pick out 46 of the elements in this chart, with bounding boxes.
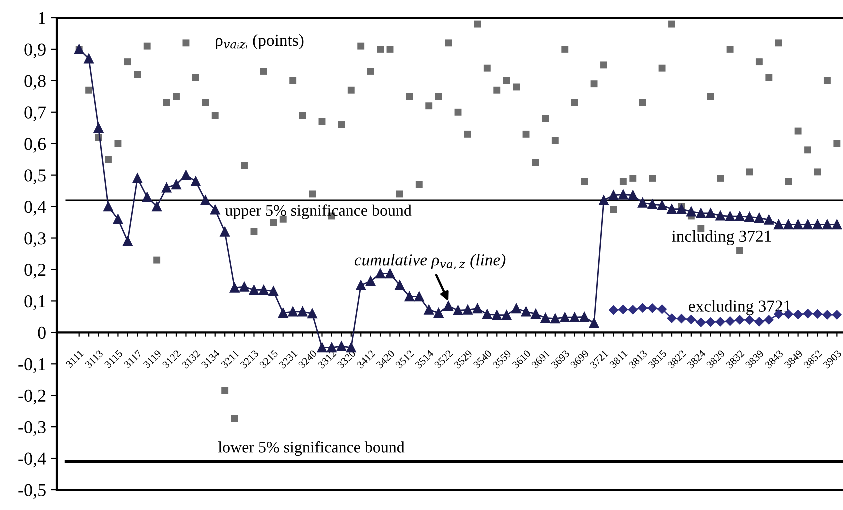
series-label: including 3721 xyxy=(672,230,772,246)
y-tick-label: 0,7 xyxy=(24,106,46,122)
point xyxy=(813,309,822,319)
y-tick-label: -0,1 xyxy=(18,358,46,374)
point xyxy=(803,309,813,318)
point xyxy=(726,316,735,326)
ref-line-label: lower 5% significance bound xyxy=(218,441,405,456)
point xyxy=(745,315,754,325)
x-tick-label: 3811 xyxy=(610,350,628,369)
y-tick-label: 1 xyxy=(39,12,46,24)
y-tick-label: -0,4 xyxy=(18,452,46,468)
ref-line-label: upper 5% significance bound xyxy=(225,204,412,220)
point xyxy=(696,318,706,328)
point xyxy=(667,314,677,324)
y-tick-label: 0,8 xyxy=(24,75,46,90)
y-tick-label: 0 xyxy=(38,326,46,340)
y-tick-label: 0,6 xyxy=(24,138,46,153)
point xyxy=(794,310,803,320)
point xyxy=(609,306,618,315)
y-tick-label: 0,1 xyxy=(24,295,46,310)
point xyxy=(618,305,628,314)
annotation: cumulative ρ$_{va,z}$ (line) xyxy=(354,254,506,270)
y-tick-label: 0,2 xyxy=(24,264,46,279)
y-tick-label: -0,2 xyxy=(18,390,46,405)
x-tick-label: 3111 xyxy=(66,350,84,368)
point xyxy=(716,317,726,327)
point xyxy=(658,304,667,314)
point xyxy=(648,304,658,314)
point xyxy=(677,314,686,324)
y-tick-label: 0,4 xyxy=(24,201,46,216)
point xyxy=(638,304,648,313)
series-label: ρ$_{vaᵢzᵢ}$ (points) xyxy=(216,34,304,50)
y-tick-label: -0,3 xyxy=(18,421,46,436)
y-tick-label: -0,5 xyxy=(18,484,46,500)
point xyxy=(822,310,832,320)
point xyxy=(735,315,745,325)
point xyxy=(754,317,764,327)
point xyxy=(706,318,716,327)
point xyxy=(686,315,696,324)
point xyxy=(832,310,842,320)
y-tick-label: 0,5 xyxy=(24,170,46,184)
point xyxy=(764,315,774,325)
y-tick-label: 0,9 xyxy=(24,44,46,59)
y-tick-label: 0,3 xyxy=(24,232,46,248)
x-tick-label: 3211 xyxy=(220,350,240,369)
point xyxy=(628,305,638,315)
